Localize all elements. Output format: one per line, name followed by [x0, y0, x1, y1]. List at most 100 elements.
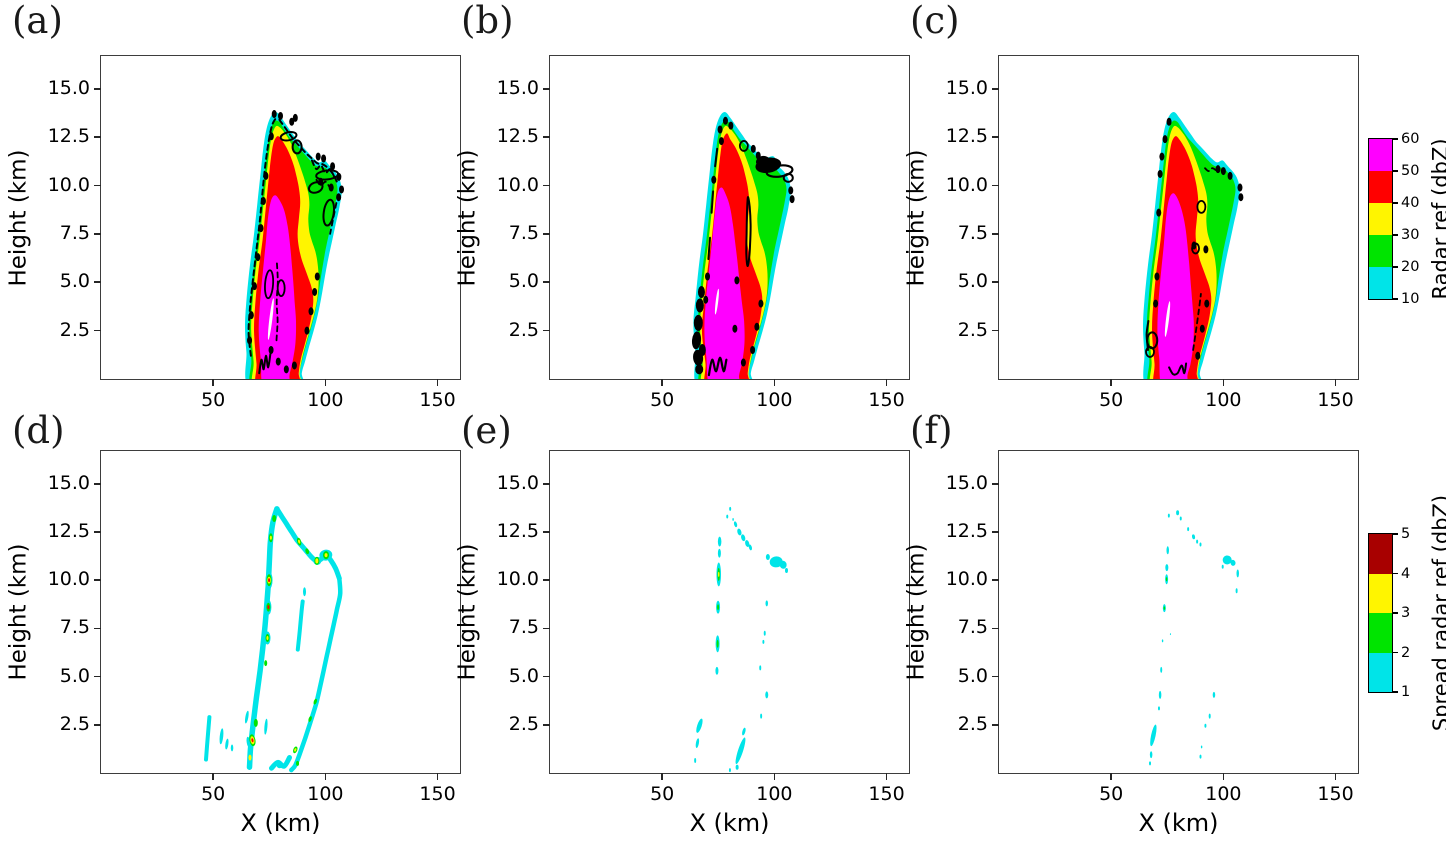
black-contour-line-c-6 — [1145, 320, 1150, 351]
blob-b-0 — [714, 288, 719, 315]
black-dot-a-14-0 — [292, 113, 298, 122]
black-contour-line-c-4 — [1168, 362, 1188, 376]
y-tick-label: 7.5 — [59, 616, 90, 639]
plot-panel-e: 50 100 150 2.5 5.0 7.5 10.0 12.5 15.0 Height (km)… — [454, 450, 910, 837]
x-tick-label: 150 — [868, 783, 905, 805]
black-dot-b-17-16 — [789, 195, 795, 204]
y-axis-label-wrap: Height (km) — [453, 451, 481, 773]
colorbar-tick — [1393, 170, 1398, 172]
black-contour-line-a-6 — [258, 352, 272, 375]
blob-d-1 — [225, 738, 229, 750]
blob-d-4 — [244, 710, 249, 724]
black-contour-loop-c-0 — [1196, 199, 1207, 214]
y-tick — [94, 88, 101, 90]
colorbar-tick-label: 5 — [1401, 526, 1411, 542]
black-dot-c-8-9 — [1227, 171, 1233, 180]
blob-f-18 — [1150, 724, 1157, 747]
colorbar-segment — [1369, 203, 1392, 235]
black-dot-c-8-5 — [1166, 117, 1172, 126]
black-blob-b-7 — [691, 331, 702, 350]
hotspot-d-3-1 — [269, 535, 272, 540]
blob-e-5 — [741, 534, 746, 542]
black-dot-a-14-18 — [308, 307, 314, 316]
y-tick-label: 10.0 — [945, 568, 988, 591]
colorbar-tick — [1393, 266, 1398, 268]
x-tick — [1334, 379, 1337, 386]
y-tick-label: 10.0 — [496, 173, 539, 196]
colorbar-tick-label: 2 — [1401, 644, 1411, 661]
blob-f-3 — [1187, 527, 1190, 532]
panel-label-f: (f) — [910, 409, 953, 452]
x-tick — [436, 773, 439, 780]
y-tick-label: 10.0 — [47, 568, 90, 591]
y-tick — [94, 627, 101, 630]
y-tick-label: 2.5 — [957, 712, 988, 735]
colorbar-tick — [1393, 298, 1398, 300]
spread-band-d-3 — [295, 599, 305, 652]
y-tick — [992, 136, 999, 139]
blob-e-7 — [748, 544, 753, 551]
y-tick-label: 15.0 — [945, 471, 988, 494]
blob-f-5 — [1196, 539, 1199, 544]
colorbar-tick — [1393, 572, 1398, 575]
blob-e-14 — [715, 666, 719, 675]
x-tick-label: 100 — [307, 783, 344, 805]
y-tick-label: 5.0 — [957, 664, 988, 687]
colorbar-tick — [1393, 202, 1398, 204]
y-axis-label: Height (km) — [454, 148, 481, 287]
colorbar-segment — [1369, 573, 1392, 613]
y-axis-label: Height (km) — [5, 148, 32, 287]
y-tick-label: 2.5 — [59, 318, 90, 341]
black-dot-b-17-11 — [750, 345, 756, 354]
hotspot-d-7-0 — [305, 548, 310, 555]
blob-f-7 — [1222, 555, 1232, 565]
blob-e-16 — [763, 630, 766, 636]
black-dot-a-14-17 — [304, 326, 310, 335]
blob-f-20 — [1149, 761, 1152, 766]
y-tick — [543, 723, 550, 726]
black-dot-b-17-2 — [728, 121, 734, 130]
black-dot-b-17-8 — [740, 358, 746, 367]
hotspot-d-5-0 — [264, 660, 268, 667]
black-dot-b-17-0 — [717, 125, 723, 134]
y-tick-label: 10.0 — [496, 568, 539, 591]
black-blob-b-10 — [697, 285, 705, 298]
black-dot-b-17-3 — [750, 144, 756, 153]
black-dot-a-14-23 — [275, 357, 281, 366]
y-tick — [543, 329, 550, 332]
x-tick-label: 150 — [1317, 389, 1354, 411]
black-dot-a-14-7 — [336, 172, 342, 181]
black-contour-line-b-16 — [714, 147, 719, 168]
black-contour-line-a-4 — [329, 202, 338, 235]
x-tick-label: 150 — [1317, 783, 1354, 805]
y-tick — [94, 579, 101, 581]
colorbar-segment — [1369, 652, 1392, 692]
blob-e-15 — [765, 600, 768, 607]
blob-e-24 — [735, 737, 746, 765]
black-dot-b-17-15 — [711, 175, 717, 184]
blob-e-26 — [735, 764, 739, 770]
y-tick — [992, 531, 999, 533]
plot-panel-a: 50 100 150 2.5 5.0 7.5 10.0 12.5 15.0 Height (km) — [5, 55, 461, 411]
y-axis-label-wrap: Height (km) — [902, 451, 930, 773]
black-dot-b-17-12 — [705, 272, 711, 281]
black-dot-a-14-11 — [251, 282, 257, 291]
y-tick — [992, 281, 999, 284]
colorbar-tick-label: 10 — [1401, 291, 1420, 307]
black-blob-b-12 — [695, 364, 704, 375]
blob-f-21 — [1212, 691, 1216, 698]
black-contour-loop-a-13 — [264, 269, 275, 300]
spread-band-d-2 — [289, 576, 343, 773]
x-tick — [1334, 773, 1337, 780]
black-dot-a-14-6 — [330, 162, 336, 171]
spread-band-d-4 — [204, 715, 212, 762]
y-axis-label-wrap: Height (km) — [453, 56, 481, 379]
colorbar-segment — [1369, 534, 1392, 574]
x-tick-label: 100 — [307, 389, 344, 411]
black-dot-b-17-10 — [758, 299, 764, 308]
hotspot-e-0-2 — [717, 571, 720, 577]
black-dot-c-8-4 — [1162, 135, 1168, 144]
y-axis-label: Height (km) — [454, 543, 481, 681]
black-dot-a-14-20 — [314, 272, 320, 281]
